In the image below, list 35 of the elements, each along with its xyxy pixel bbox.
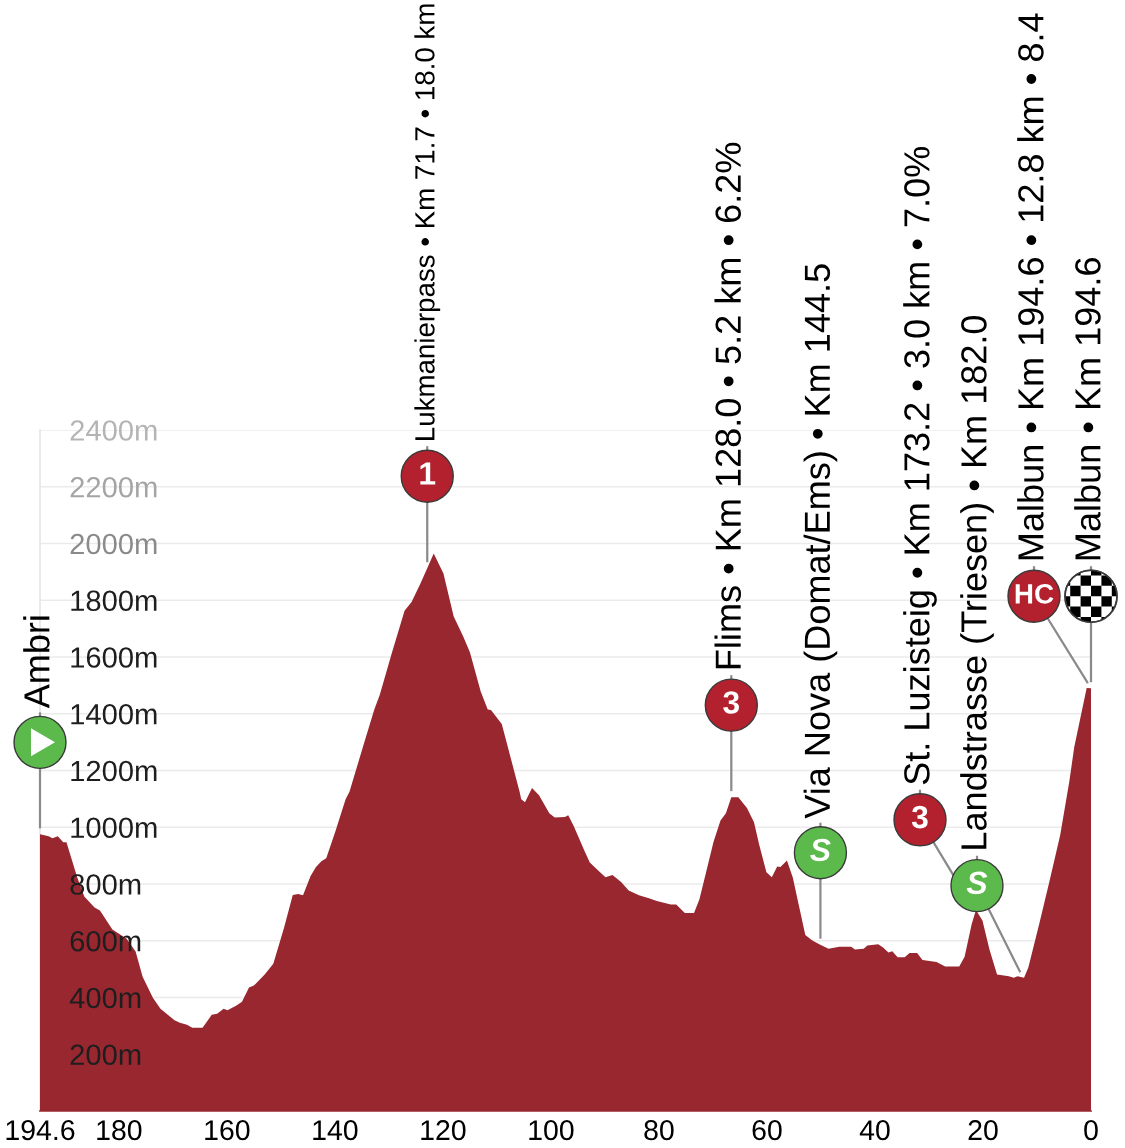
annotation: Flims • Km 128.0 • 5.2 km • 6.2%	[714, 142, 741, 669]
annotation: Malbun • Km 194.6 • 12.8 km • 8.4	[1017, 13, 1044, 560]
y-tick-label: 2200m	[70, 476, 157, 498]
x-tick-label: 120	[421, 1120, 466, 1141]
x-tick-label: 180	[97, 1120, 142, 1141]
annotation: 3	[723, 691, 740, 714]
x-tick-label: 20	[968, 1120, 998, 1141]
y-tick-label: 400m	[69, 987, 141, 1009]
annotation: Via Nova (Domat/Ems) • Km 144.5	[803, 264, 838, 819]
y-tick-label: 1600m	[71, 647, 157, 668]
y-tick-label: 1400m	[71, 703, 157, 725]
annotation: Landstrasse (Triesen) • Km 182.0	[960, 315, 994, 849]
x-tick-label: 60	[752, 1120, 782, 1141]
x-tick-label: 0	[1084, 1120, 1098, 1141]
x-tick-label: 100	[529, 1120, 574, 1141]
x-tick-label: 40	[859, 1120, 890, 1141]
annotation: S	[966, 871, 988, 895]
annotation: HC	[1015, 583, 1054, 604]
annotation: 1	[420, 462, 436, 485]
y-tick-label: 2400m	[70, 420, 157, 441]
y-tick-label: 1000m	[71, 817, 157, 839]
y-tick-label: 2000m	[70, 533, 157, 555]
x-tick-label: 194.6	[6, 1120, 75, 1141]
x-tick-label: 160	[205, 1120, 250, 1141]
x-tick-label: 140	[313, 1120, 358, 1141]
y-tick-label: 200m	[70, 1044, 141, 1066]
x-tick-label: 80	[644, 1120, 674, 1141]
annotation: St. Luzisteig • Km 173.2 • 3.0 km • 7.0%	[903, 147, 937, 785]
annotation: Malbun • Km 194.6	[1074, 258, 1101, 560]
annotation: Lukmanierpass • Km 71.7 • 18.0 km	[414, 4, 441, 440]
y-tick-label: 1800m	[71, 590, 157, 612]
annotation: S	[810, 838, 831, 862]
annotation: 3	[911, 805, 928, 829]
y-tick-label: 1200m	[71, 760, 157, 782]
annotation: Ambri	[23, 616, 50, 709]
